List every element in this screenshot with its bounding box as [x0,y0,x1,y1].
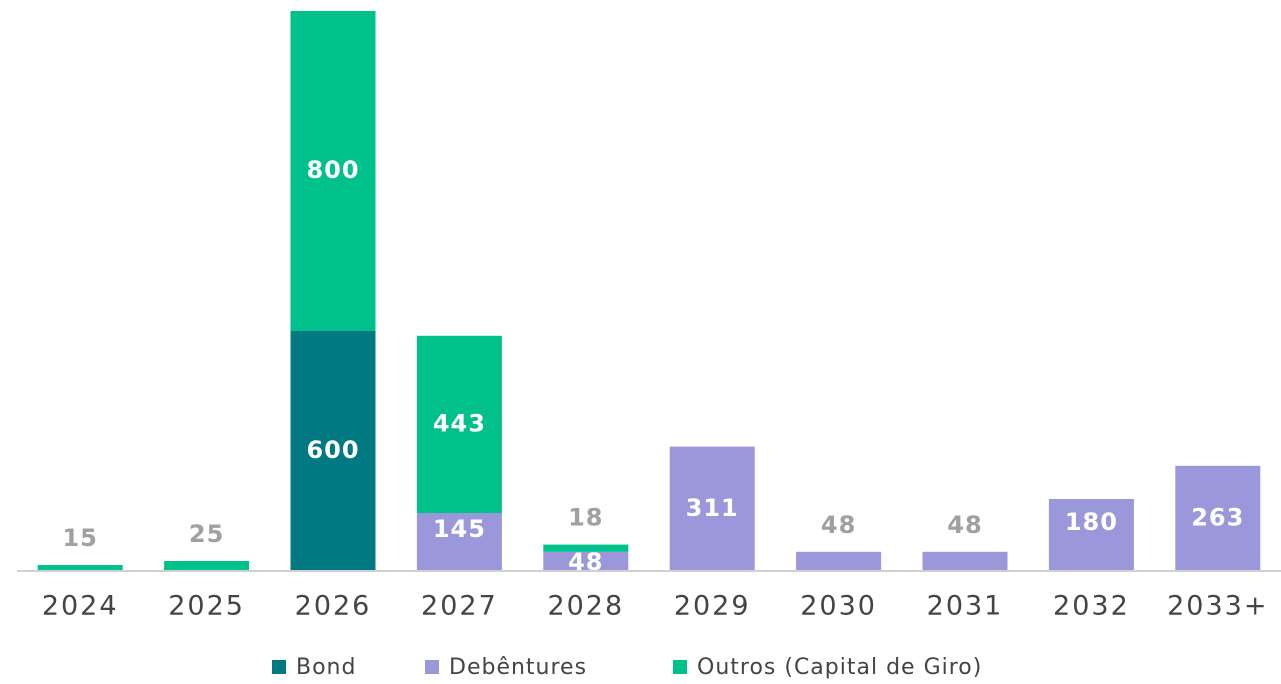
bar-segment [543,544,629,552]
legend-swatch [673,660,687,674]
legend-swatch [272,660,286,674]
bar-segment [164,561,250,571]
x-tick-label: 2024 [42,591,119,622]
value-label: 15 [62,524,97,552]
value-label: 18 [568,504,603,532]
x-tick-label: 2025 [168,591,245,622]
x-tick-label: 2029 [674,591,751,622]
value-label: 800 [306,156,359,184]
value-label: 48 [947,511,982,539]
legend-swatch [425,660,439,674]
value-label: 25 [189,520,224,548]
x-tick-label: 2033+ [1167,591,1268,622]
x-tick-label: 2028 [547,591,624,622]
legend-label: Outros (Capital de Giro) [697,655,982,680]
bar-segment [416,335,502,513]
x-tick-label: 2027 [421,591,498,622]
bar-segment [290,11,376,331]
x-tick-label: 2032 [1053,591,1130,622]
bar-segment [37,565,123,571]
value-label: 443 [433,409,486,437]
bar-segment [1048,499,1134,571]
bar-segment [922,551,1008,571]
x-tick-label: 2031 [927,591,1004,622]
bar-segment [1175,465,1261,571]
x-tick-label: 2026 [295,591,372,622]
value-label: 145 [433,515,486,543]
value-label: 600 [306,436,359,464]
bar-segment [796,551,882,571]
legend-label: Bond [296,655,356,680]
value-label: 263 [1191,503,1244,531]
bar-segment [543,551,629,571]
value-label: 311 [686,494,739,522]
bar-segment [669,446,755,571]
bar-segment [290,331,376,571]
bar-segment [416,513,502,571]
x-tick-label: 2030 [800,591,877,622]
legend-label: Debêntures [449,655,587,680]
value-label: 180 [1065,508,1118,536]
value-label: 48 [821,511,856,539]
